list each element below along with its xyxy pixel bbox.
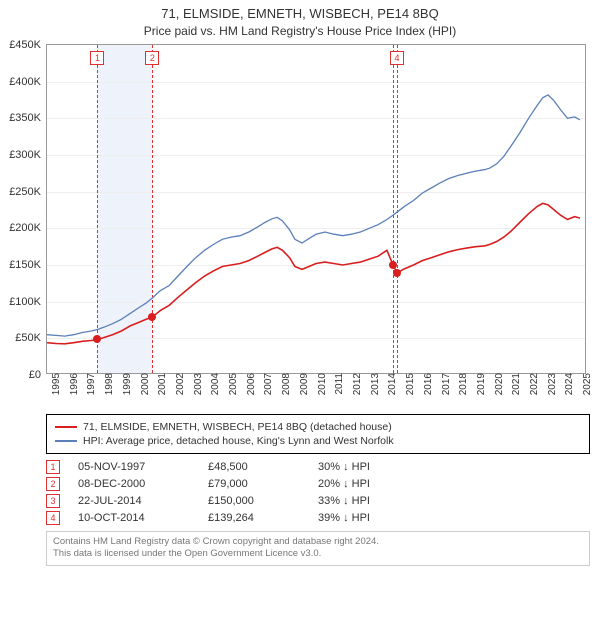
legend-label: HPI: Average price, detached house, King… xyxy=(83,435,394,447)
x-axis-label: 2008 xyxy=(277,362,292,384)
transaction-price: £139,264 xyxy=(208,512,318,524)
x-axis-label: 1998 xyxy=(100,362,115,384)
legend-label: 71, ELMSIDE, EMNETH, WISBECH, PE14 8BQ (… xyxy=(83,421,392,433)
x-axis-label: 2013 xyxy=(366,362,381,384)
chart-container: 71, ELMSIDE, EMNETH, WISBECH, PE14 8BQ P… xyxy=(0,6,600,626)
x-axis-label: 2023 xyxy=(543,362,558,384)
y-axis-label: £100K xyxy=(9,296,47,308)
transaction-date: 10-OCT-2014 xyxy=(78,512,208,524)
legend-item: HPI: Average price, detached house, King… xyxy=(55,435,581,447)
transaction-price: £79,000 xyxy=(208,478,318,490)
x-axis-label: 2019 xyxy=(472,362,487,384)
x-axis-label: 2022 xyxy=(525,362,540,384)
transaction-row: 4 10-OCT-2014£139,26439% ↓ HPI xyxy=(46,511,590,525)
transaction-price: £48,500 xyxy=(208,461,318,473)
chart-subtitle: Price paid vs. HM Land Registry's House … xyxy=(0,24,600,38)
transaction-marker: 2 xyxy=(46,477,60,491)
y-axis-label: £200K xyxy=(9,222,47,234)
transaction-dot xyxy=(148,313,156,321)
x-axis-label: 2002 xyxy=(171,362,186,384)
transaction-table: 1 05-NOV-1997£48,50030% ↓ HPI 2 08-DEC-2000… xyxy=(46,460,590,525)
y-axis-label: £300K xyxy=(9,149,47,161)
x-axis-label: 2024 xyxy=(560,362,575,384)
series-property xyxy=(47,203,580,343)
transaction-price: £150,000 xyxy=(208,495,318,507)
x-axis-label: 2010 xyxy=(313,362,328,384)
x-axis-label: 1995 xyxy=(47,362,62,384)
x-axis-label: 2018 xyxy=(454,362,469,384)
x-axis-label: 2015 xyxy=(401,362,416,384)
transaction-row: 1 05-NOV-1997£48,50030% ↓ HPI xyxy=(46,460,590,474)
transaction-diff: 30% ↓ HPI xyxy=(318,461,438,473)
y-axis-label: £400K xyxy=(9,76,47,88)
transaction-diff: 20% ↓ HPI xyxy=(318,478,438,490)
transaction-date: 08-DEC-2000 xyxy=(78,478,208,490)
transaction-row: 2 08-DEC-2000£79,00020% ↓ HPI xyxy=(46,477,590,491)
chart-title: 71, ELMSIDE, EMNETH, WISBECH, PE14 8BQ xyxy=(0,6,600,21)
transaction-date: 22-JUL-2014 xyxy=(78,495,208,507)
x-axis-label: 2012 xyxy=(348,362,363,384)
legend-swatch xyxy=(55,440,77,442)
transaction-diff: 39% ↓ HPI xyxy=(318,512,438,524)
transaction-dot xyxy=(393,269,401,277)
legend-item: 71, ELMSIDE, EMNETH, WISBECH, PE14 8BQ (… xyxy=(55,421,581,433)
y-axis-label: £250K xyxy=(9,186,47,198)
x-axis-label: 2011 xyxy=(330,362,345,384)
transaction-marker: 1 xyxy=(46,460,60,474)
x-axis-label: 2004 xyxy=(206,362,221,384)
x-axis-label: 1996 xyxy=(65,362,80,384)
transaction-date: 05-NOV-1997 xyxy=(78,461,208,473)
x-axis-label: 2006 xyxy=(242,362,257,384)
x-axis-label: 2003 xyxy=(189,362,204,384)
y-axis-label: £450K xyxy=(9,39,47,51)
y-axis-label: £50K xyxy=(15,332,47,344)
transaction-diff: 33% ↓ HPI xyxy=(318,495,438,507)
x-axis-label: 2020 xyxy=(490,362,505,384)
x-axis-label: 1997 xyxy=(82,362,97,384)
x-axis-label: 2001 xyxy=(153,362,168,384)
y-axis-label: £350K xyxy=(9,112,47,124)
transaction-dot xyxy=(389,261,397,269)
transaction-dot xyxy=(93,335,101,343)
series-hpi xyxy=(47,95,580,336)
attribution-footer: Contains HM Land Registry data © Crown c… xyxy=(46,531,590,566)
transaction-marker: 4 xyxy=(46,511,60,525)
x-axis-label: 1999 xyxy=(118,362,133,384)
plot-area: £0£50K£100K£150K£200K£250K£300K£350K£400… xyxy=(46,44,586,374)
y-axis-label: £150K xyxy=(9,259,47,271)
footer-line: Contains HM Land Registry data © Crown c… xyxy=(53,536,583,548)
x-axis-label: 2007 xyxy=(259,362,274,384)
chart-wrap: £0£50K£100K£150K£200K£250K£300K£350K£400… xyxy=(46,44,590,374)
legend: 71, ELMSIDE, EMNETH, WISBECH, PE14 8BQ (… xyxy=(46,414,590,454)
x-axis-label: 2025 xyxy=(578,362,593,384)
transaction-marker: 3 xyxy=(46,494,60,508)
footer-line: This data is licensed under the Open Gov… xyxy=(53,548,583,560)
y-axis-label: £0 xyxy=(29,369,47,381)
legend-swatch xyxy=(55,426,77,428)
line-plot xyxy=(47,45,587,375)
transaction-row: 3 22-JUL-2014£150,00033% ↓ HPI xyxy=(46,494,590,508)
x-axis-label: 2017 xyxy=(437,362,452,384)
x-axis-label: 2005 xyxy=(224,362,239,384)
x-axis-label: 2009 xyxy=(295,362,310,384)
x-axis-label: 2021 xyxy=(507,362,522,384)
x-axis-label: 2016 xyxy=(419,362,434,384)
x-axis-label: 2000 xyxy=(136,362,151,384)
x-axis-label: 2014 xyxy=(383,362,398,384)
